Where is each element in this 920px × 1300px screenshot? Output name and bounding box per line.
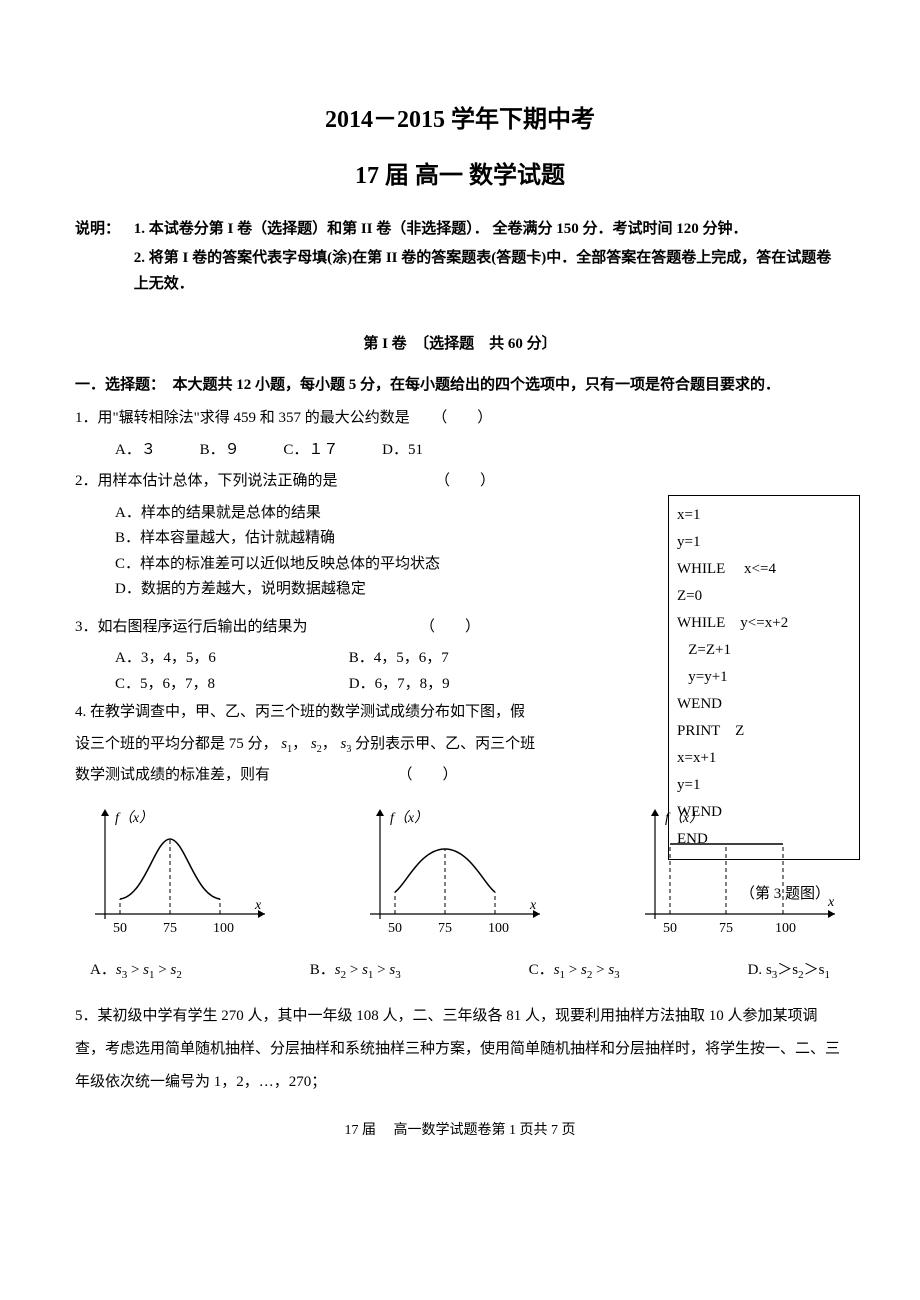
code-l9: PRINT Z [677, 718, 851, 745]
chart3-svg: f（x） x 50 75 100 [625, 804, 845, 944]
chart3-tick-100: 100 [775, 921, 796, 936]
charts-row: f（x） x 50 75 100 f（x） x 50 75 100 [75, 804, 845, 954]
q1-text: 1．用"辗转相除法"求得 459 和 357 的最大公约数是 （ ） [75, 406, 845, 432]
instructions-block: 说明： 1. 本试卷分第 I 卷（选择题）和第 II 卷（非选择题）． 全卷满分… [75, 217, 845, 243]
q2-optB: B．样本容量越大，估计就越精确 [115, 526, 635, 552]
code-l11: y=1 [677, 772, 851, 799]
q2-optD: D．数据的方差越大，说明数据越稳定 [115, 577, 635, 603]
code-l8: WEND [677, 691, 851, 718]
chart3-tick-50: 50 [663, 921, 677, 936]
q2-options: A．样本的结果就是总体的结果 B．样本容量越大，估计就越精确 C．样本的标准差可… [75, 501, 635, 603]
chart2-tick-100: 100 [488, 921, 509, 936]
chart3-tick-75: 75 [719, 921, 733, 936]
chart-1: f（x） x 50 75 100 [75, 804, 275, 954]
q4-s3: s3 [340, 736, 351, 752]
q4-line3: 数学测试成绩的标准差，则有 （ ） [75, 760, 635, 792]
chart-2: f（x） x 50 75 100 [350, 804, 550, 954]
instruction-1: 1. 本试卷分第 I 卷（选择题）和第 II 卷（非选择题）． 全卷满分 150… [134, 217, 834, 243]
code-l6: Z=Z+1 [677, 637, 851, 664]
q1-optB: B．９ [200, 438, 240, 464]
page-footer: 17 届 高一数学试题卷第 1 页共 7 页 [75, 1119, 845, 1143]
q4-optA: A．s3 > s1 > s2 [90, 958, 182, 985]
code-l1: x=1 [677, 502, 851, 529]
q2-optA: A．样本的结果就是总体的结果 [115, 501, 635, 527]
q4-line1: 4. 在教学调查中，甲、乙、丙三个班的数学测试成绩分布如下图，假 [75, 697, 635, 729]
chart3-fx-label: f（x） [665, 810, 703, 826]
chart1-svg: f（x） x 50 75 100 [75, 804, 275, 944]
chart2-svg: f（x） x 50 75 100 [350, 804, 550, 944]
chart2-tick-75: 75 [438, 921, 452, 936]
q2-optC: C．样本的标准差可以近似地反映总体的平均状态 [115, 552, 635, 578]
chart1-x-label: x [254, 898, 262, 913]
chart-3: f（x） x 50 75 100 [625, 804, 845, 954]
section1-title: 一．选择题： 本大题共 12 小题，每小题 5 分，在每小题给出的四个选项中，只… [75, 373, 845, 399]
instruction-2: 2. 将第 I 卷的答案代表字母填(涂)在第 II 卷的答案题表(答题卡)中．全… [134, 246, 834, 297]
chart2-tick-50: 50 [388, 921, 402, 936]
part1-header: 第 I 卷 〔选择题 共 60 分〕 [75, 332, 845, 358]
q4-line2a: 设三个班的平均分都是 75 分， [75, 736, 278, 752]
code-l4: Z=0 [677, 583, 851, 610]
q3-options-row1: A．3，4，5，6 B．4，5，6，7 [75, 646, 635, 672]
code-l10: x=x+1 [677, 745, 851, 772]
q3-optB: B．4，5，6，7 [349, 650, 449, 666]
q4-optC: C．s1 > s2 > s3 [529, 958, 620, 985]
instructions-block-2: 2. 将第 I 卷的答案代表字母填(涂)在第 II 卷的答案题表(答题卡)中．全… [75, 246, 845, 297]
code-l2: y=1 [677, 529, 851, 556]
q4-s1: s1 [281, 736, 292, 752]
q4-options: A．s3 > s1 > s2 B．s2 > s1 > s3 C．s1 > s2 … [75, 958, 845, 985]
q3-options-row2: C．5，6，7，8 D．6，7，8，9 [75, 672, 635, 698]
title-main: 2014－2015 学年下期中考 [75, 100, 845, 141]
chart1-tick-100: 100 [213, 921, 234, 936]
title-sub: 17 届 高一 数学试题 [75, 156, 845, 197]
q1-options: A．３ B．９ C．１７ D．51 [75, 438, 845, 464]
chart1-tick-50: 50 [113, 921, 127, 936]
chart1-tick-75: 75 [163, 921, 177, 936]
chart1-fx-label: f（x） [115, 810, 153, 826]
q4-optB: B．s2 > s1 > s3 [310, 958, 401, 985]
instruction-label: 说明： [75, 217, 130, 243]
q1-optD: D．51 [382, 438, 423, 464]
code-l5: WHILE y<=x+2 [677, 610, 851, 637]
q3-text: 3．如右图程序运行后输出的结果为 （ ） [75, 615, 635, 641]
q2-text: 2．用样本估计总体，下列说法正确的是 （ ） [75, 469, 635, 495]
q3-optC: C．5，6，7，8 [115, 672, 345, 698]
q3-optD: D．6，7，8，9 [349, 676, 450, 692]
q1-optC: C．１７ [283, 438, 338, 464]
q3-optA: A．3，4，5，6 [115, 646, 345, 672]
chart2-fx-label: f（x） [390, 810, 428, 826]
code-l7: y=y+1 [677, 664, 851, 691]
q4-line2: 设三个班的平均分都是 75 分， s1， s2， s3 分别表示甲、乙、丙三个班 [75, 729, 635, 761]
q5-text: 5．某初级中学有学生 270 人，其中一年级 108 人，二、三年级各 81 人… [75, 1000, 845, 1099]
code-l3: WHILE x<=4 [677, 556, 851, 583]
chart2-x-label: x [529, 898, 537, 913]
q1-optA: A．３ [115, 438, 156, 464]
chart3-x-label: x [827, 895, 835, 910]
q4-line2b: 分别表示甲、乙、丙三个班 [355, 736, 535, 752]
q4-optD: D. s3＞s2＞s1 [748, 958, 830, 985]
q4-s2: s2 [311, 736, 322, 752]
